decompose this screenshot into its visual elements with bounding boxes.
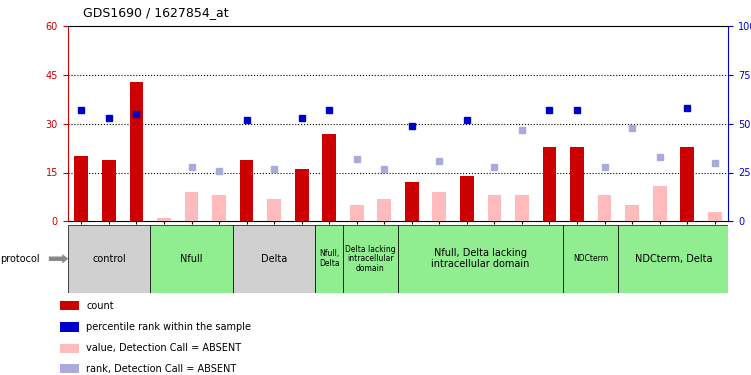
- Bar: [618, 225, 728, 292]
- Bar: [74, 156, 89, 221]
- Text: Nfull,
Delta: Nfull, Delta: [319, 249, 339, 268]
- Bar: [433, 192, 446, 221]
- Text: NDCterm, Delta: NDCterm, Delta: [635, 254, 712, 264]
- Text: Nfull, Delta lacking
intracellular domain: Nfull, Delta lacking intracellular domai…: [432, 248, 529, 269]
- Text: count: count: [86, 301, 114, 311]
- Bar: [233, 225, 315, 292]
- Bar: [267, 198, 281, 221]
- Text: GDS1690 / 1627854_at: GDS1690 / 1627854_at: [83, 6, 228, 19]
- Text: rank, Detection Call = ABSENT: rank, Detection Call = ABSENT: [86, 364, 237, 374]
- Bar: [150, 225, 233, 292]
- Bar: [350, 205, 363, 221]
- Bar: [130, 81, 143, 221]
- Bar: [212, 195, 226, 221]
- Bar: [653, 186, 667, 221]
- Bar: [680, 147, 694, 221]
- Text: NDCterm: NDCterm: [573, 254, 608, 263]
- Bar: [542, 147, 556, 221]
- Text: control: control: [92, 254, 125, 264]
- Text: percentile rank within the sample: percentile rank within the sample: [86, 322, 252, 332]
- Bar: [378, 198, 391, 221]
- Bar: [240, 159, 254, 221]
- Bar: [157, 218, 171, 221]
- Bar: [60, 322, 79, 332]
- Bar: [598, 195, 611, 221]
- Bar: [398, 225, 563, 292]
- Bar: [515, 195, 529, 221]
- Bar: [707, 211, 722, 221]
- Bar: [570, 147, 584, 221]
- Text: value, Detection Call = ABSENT: value, Detection Call = ABSENT: [86, 343, 242, 353]
- Bar: [60, 344, 79, 353]
- Bar: [322, 134, 336, 221]
- Bar: [60, 364, 79, 374]
- Text: Delta lacking
intracellular
domain: Delta lacking intracellular domain: [345, 244, 396, 273]
- Text: protocol: protocol: [0, 254, 40, 264]
- Bar: [343, 225, 398, 292]
- Bar: [60, 301, 79, 310]
- Bar: [625, 205, 639, 221]
- Bar: [68, 225, 150, 292]
- Bar: [315, 225, 343, 292]
- Text: Nfull: Nfull: [180, 254, 203, 264]
- Text: Delta: Delta: [261, 254, 287, 264]
- Bar: [487, 195, 502, 221]
- Bar: [185, 192, 198, 221]
- Bar: [102, 159, 116, 221]
- Bar: [563, 225, 618, 292]
- Bar: [405, 182, 419, 221]
- Bar: [460, 176, 474, 221]
- Bar: [294, 169, 309, 221]
